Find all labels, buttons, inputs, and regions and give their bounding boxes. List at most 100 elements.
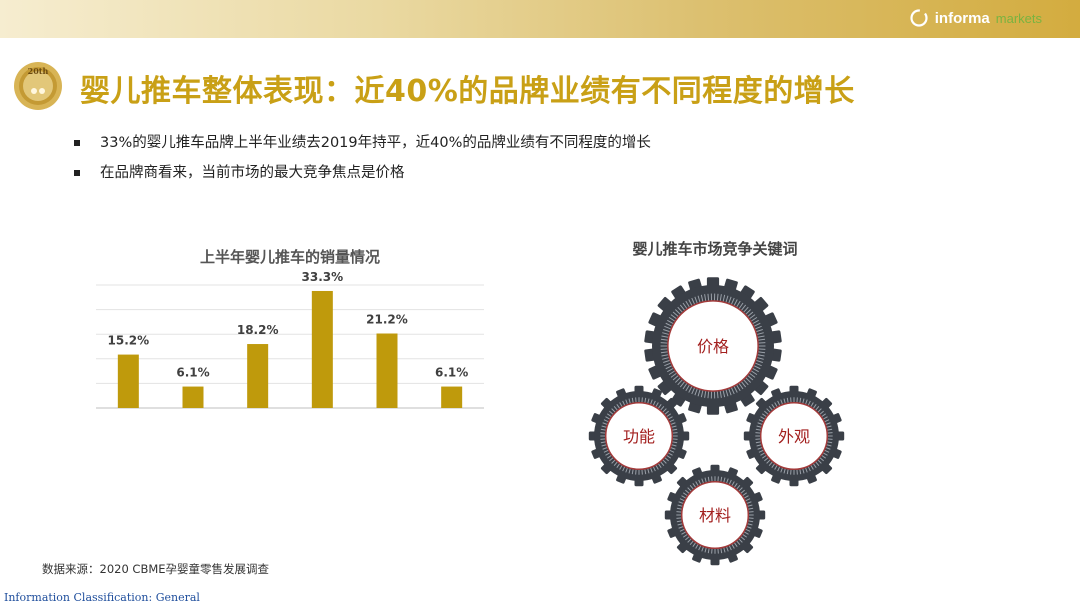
gear-2: 外观 [743, 385, 845, 487]
gear-hatch [701, 546, 705, 552]
gear-hatch [704, 547, 707, 553]
gear-hatch [662, 332, 670, 336]
gear-hatch [822, 416, 828, 420]
gear-hatch [682, 382, 688, 390]
gear-hatch [740, 304, 747, 312]
gear-hatch [613, 461, 618, 466]
gear-hatch [679, 304, 686, 312]
gear-hatch [774, 464, 778, 470]
gear-hatch [743, 531, 749, 535]
gear-hatch [688, 299, 693, 307]
gear-hatch [697, 389, 701, 397]
gear-hatch [725, 478, 729, 484]
gear-hatch [671, 444, 677, 447]
gear-hatch [750, 370, 758, 376]
gear-hatch [662, 356, 670, 360]
gear-hatch [757, 354, 765, 357]
gear-hatch [683, 533, 689, 538]
gear-hatch [676, 507, 683, 510]
gear-hatch [602, 422, 608, 426]
gear-hatch [766, 408, 771, 413]
gear-hatch [611, 459, 616, 464]
gear-hatch [716, 293, 719, 302]
gear-hatch [667, 416, 673, 420]
gear-hatch [780, 467, 784, 473]
gear-hatch [754, 362, 762, 367]
gear-hatch [716, 390, 719, 399]
gear-hatch [668, 370, 676, 376]
gear-hatch [707, 293, 710, 302]
gear-hatch [817, 459, 822, 464]
gear-hatch [826, 441, 833, 444]
gear-hatch [768, 406, 773, 411]
gear-hatch [802, 468, 805, 474]
gear-hatch [644, 397, 647, 404]
gear-hatch [757, 422, 763, 426]
gear-hatch [742, 306, 749, 313]
logo-subword: markets [995, 10, 1042, 26]
gear-hatch [826, 428, 833, 431]
gear-hatch [740, 489, 745, 494]
gear-hatch [663, 359, 671, 364]
gear-hatch [810, 402, 814, 408]
gear-hatch [662, 408, 667, 413]
gear-hatch [733, 299, 738, 307]
gear-hatch [756, 444, 762, 447]
gear-hatch [746, 501, 752, 505]
gear-hatch [664, 325, 672, 330]
gear-hatch [733, 483, 738, 489]
gear-hatch [664, 362, 672, 367]
gear-hatch [783, 468, 786, 474]
gear-hatch [660, 406, 665, 411]
gear-hatch [619, 402, 623, 408]
gear-hatch [616, 462, 621, 468]
gear-0: 价格 [644, 277, 782, 415]
gear-hatch [671, 441, 678, 444]
gear-hatch [655, 464, 659, 470]
gear-hatch [667, 319, 674, 325]
gear-hatch [807, 465, 811, 472]
data-source-note: 数据来源：2020 CBME孕婴童零售发展调查 [42, 562, 270, 576]
gear-hatch [774, 402, 778, 408]
bullet-item: 33%的婴儿推车品牌上半年业绩去2019年持平，近40%的品牌业绩有不同程度的增… [72, 128, 651, 158]
gear-hatch [649, 399, 653, 405]
gear-hatch [764, 457, 769, 462]
gear-hatch [810, 464, 814, 470]
gear-hatch [723, 477, 726, 483]
gear-hatch [664, 410, 669, 415]
gear-hatch [745, 377, 752, 383]
gear-hatch [736, 540, 741, 545]
gear-hatch [674, 309, 681, 315]
gear-hatch [647, 398, 650, 404]
gear-hatch [735, 300, 741, 308]
gear-hatch [741, 533, 747, 538]
gear-hatch [685, 300, 691, 308]
bar [311, 290, 333, 408]
bar [182, 386, 204, 408]
gear-hatch [619, 464, 623, 470]
gear-hatch [777, 400, 781, 407]
gear-hatch [756, 425, 762, 428]
gear-hatch [760, 452, 766, 456]
gear-hatch [662, 459, 667, 464]
gear-hatch [682, 302, 688, 310]
gear-hatch [613, 406, 618, 411]
gear-hatch [670, 314, 678, 320]
gear-hatch [644, 468, 647, 475]
gear-hatch [758, 419, 765, 423]
gear-hatch [663, 328, 671, 333]
gear-hatch [667, 367, 674, 373]
gear-hatch [820, 454, 826, 459]
gear-hatch [812, 404, 817, 410]
gear-hatch [722, 294, 726, 303]
gear-hatch [602, 446, 608, 450]
gear-hatch [631, 468, 634, 475]
gear-hatch [822, 452, 828, 456]
gear-hatch [679, 498, 686, 502]
gear-hatch [753, 365, 761, 370]
gear-hatch [725, 546, 729, 552]
gear-hatch [777, 465, 781, 472]
gear-hatch [731, 543, 735, 549]
gear-center [759, 401, 829, 471]
